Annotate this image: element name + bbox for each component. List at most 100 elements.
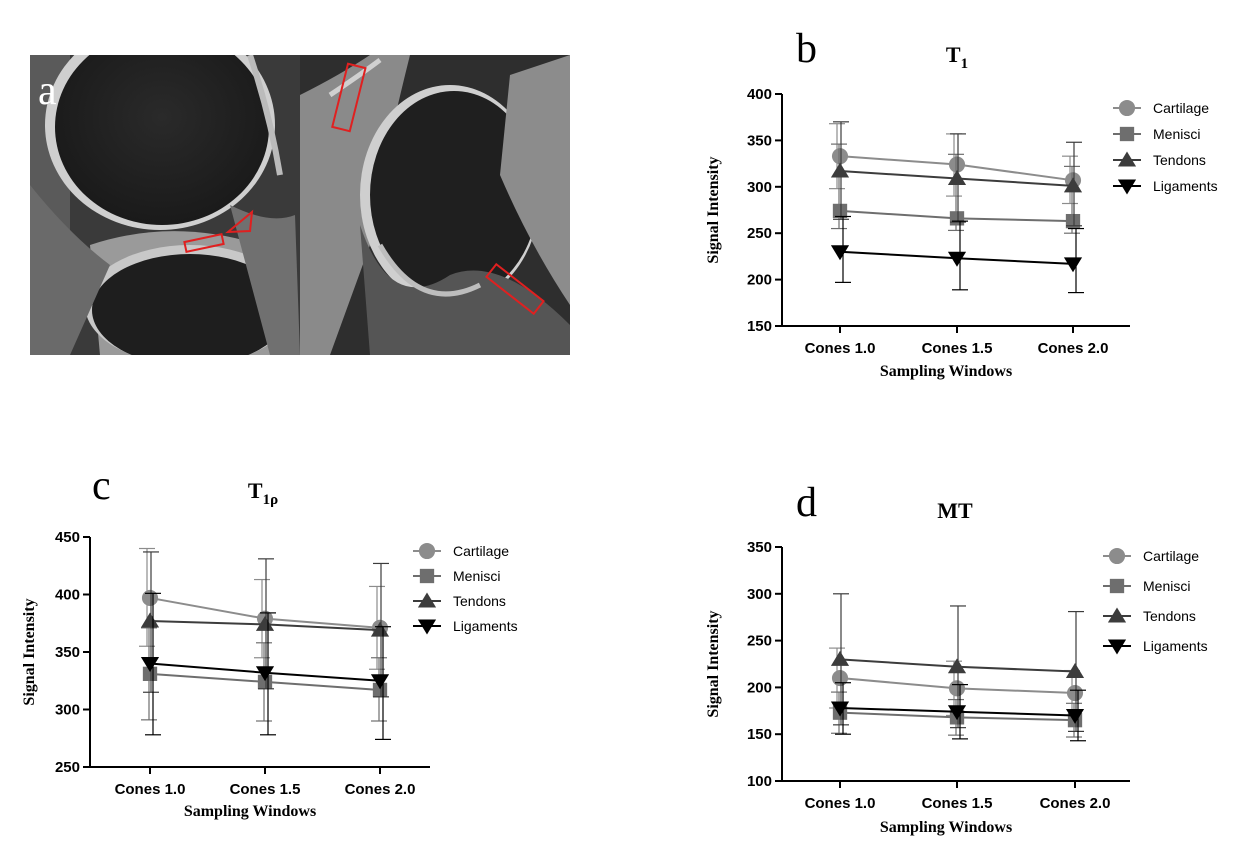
data-point: [141, 589, 159, 607]
y-tick-label: 400: [55, 587, 80, 604]
y-tick-label: 200: [747, 272, 772, 289]
y-tick-label: 250: [747, 633, 772, 650]
data-point: [370, 621, 390, 637]
legend-label: Cartilage: [1143, 548, 1199, 564]
legend-label: Ligaments: [1143, 638, 1208, 654]
data-point: [140, 612, 160, 628]
legend-marker: [1117, 151, 1137, 167]
data-point: [1065, 708, 1085, 724]
legend-marker: [1107, 639, 1127, 655]
series-tendons: [830, 121, 1083, 227]
chart-mt: MT 100 150 200 250 300 350 Cones 1.0 Cones 1.5 Co…: [705, 498, 1208, 836]
panel-label-b: b: [796, 26, 817, 72]
x-axis-label: Sampling Windows: [880, 819, 1012, 836]
chart-t1rho: T1ρ 250 300 350 400 450 Cones 1.0 Cones 1.5 Cone…: [21, 478, 518, 820]
series-menisci: [831, 143, 1081, 234]
panel-label-c: c: [92, 463, 111, 509]
roi-marker-meniscus: [183, 232, 225, 254]
y-tick-label: 350: [55, 644, 80, 661]
legend-marker: [418, 542, 436, 560]
legend-item-cartilage: Cartilage: [1113, 99, 1209, 117]
legend-item-tendons: Tendons: [413, 592, 506, 609]
legend-item-menisci: Menisci: [1103, 578, 1190, 594]
x-tick-label: Cones 1.5: [230, 781, 301, 798]
legend-item-tendons: Tendons: [1113, 151, 1206, 168]
y-tick-label: 150: [747, 726, 772, 743]
legend-item-ligaments: Ligaments: [413, 618, 518, 635]
data-point: [830, 245, 850, 261]
data-point: [947, 169, 967, 185]
legend-marker: [419, 568, 435, 584]
legend-marker: [417, 619, 437, 635]
data-point: [830, 650, 850, 666]
data-point: [830, 701, 850, 717]
roi-marker-tendon: [331, 62, 367, 133]
legend-item-ligaments: Ligaments: [1103, 638, 1208, 655]
series-ligaments: [140, 592, 391, 741]
data-point: [1063, 257, 1083, 273]
legend-item-cartilage: Cartilage: [413, 542, 509, 560]
data-point: [255, 615, 275, 631]
mri-image-panel: [30, 55, 570, 355]
series-cartilage: [829, 123, 1082, 205]
legend-label: Cartilage: [1153, 100, 1209, 116]
legend-label: Menisci: [1153, 126, 1200, 142]
legend-item-cartilage: Cartilage: [1103, 547, 1199, 565]
legend-marker: [1107, 607, 1127, 623]
roi-marker-ligament: [485, 262, 545, 316]
data-point: [370, 674, 390, 690]
data-point: [1065, 213, 1081, 229]
legend-marker: [1119, 126, 1135, 142]
y-tick-label: 200: [747, 679, 772, 696]
panel-label-d: d: [796, 480, 817, 526]
y-axis-label: Signal Intensity: [705, 156, 722, 263]
x-tick-label: Cones 2.0: [1038, 340, 1109, 357]
y-tick-label: 150: [747, 318, 772, 335]
x-tick-label: Cones 1.5: [922, 340, 993, 357]
legend-marker: [1118, 99, 1136, 117]
data-point: [1065, 663, 1085, 678]
x-tick-label: Cones 1.5: [922, 795, 993, 812]
legend-label: Cartilage: [453, 543, 509, 559]
data-point: [831, 669, 849, 687]
y-axis-label: Signal Intensity: [21, 598, 38, 705]
x-axis-label: Sampling Windows: [880, 363, 1012, 380]
y-tick-label: 300: [747, 179, 772, 196]
legend-label: Menisci: [1143, 578, 1190, 594]
y-tick-label: 300: [747, 586, 772, 603]
series-ligaments: [830, 215, 1084, 294]
data-point: [947, 251, 967, 267]
roi-marker-cartilage: [225, 209, 254, 234]
legend-label: Ligaments: [453, 618, 518, 634]
x-tick-label: Cones 1.0: [805, 795, 876, 812]
legend-item-menisci: Menisci: [1113, 126, 1200, 142]
data-point: [832, 203, 848, 219]
legend-marker: [1108, 547, 1126, 565]
legend-label: Tendons: [1143, 608, 1196, 624]
legend-marker: [417, 592, 437, 608]
x-tick-label: Cones 2.0: [1040, 795, 1111, 812]
legend-item-tendons: Tendons: [1103, 607, 1196, 624]
chart-title: T1: [946, 42, 968, 72]
chart-title: T1ρ: [248, 478, 278, 508]
y-axis-label: Signal Intensity: [705, 610, 722, 717]
y-tick-label: 350: [747, 539, 772, 556]
y-tick-label: 300: [55, 702, 80, 719]
y-tick-label: 100: [747, 773, 772, 790]
x-tick-label: Cones 1.0: [115, 781, 186, 798]
legend-label: Ligaments: [1153, 178, 1218, 194]
x-axis-label: Sampling Windows: [184, 803, 316, 820]
data-point: [949, 211, 965, 226]
mri-image: [30, 55, 570, 355]
data-point: [948, 680, 966, 697]
data-point: [830, 162, 850, 178]
data-point: [1063, 177, 1083, 193]
chart-t1: T1 150 200 250 300 350 400 Cones 1.0 Cones 1.5 Co…: [705, 42, 1218, 380]
panel-label-a: a: [38, 68, 57, 114]
y-tick-label: 250: [747, 225, 772, 242]
legend-label: Menisci: [453, 568, 500, 584]
y-tick-label: 450: [55, 529, 80, 546]
x-tick-label: Cones 1.0: [805, 340, 876, 357]
y-tick-label: 400: [747, 86, 772, 103]
